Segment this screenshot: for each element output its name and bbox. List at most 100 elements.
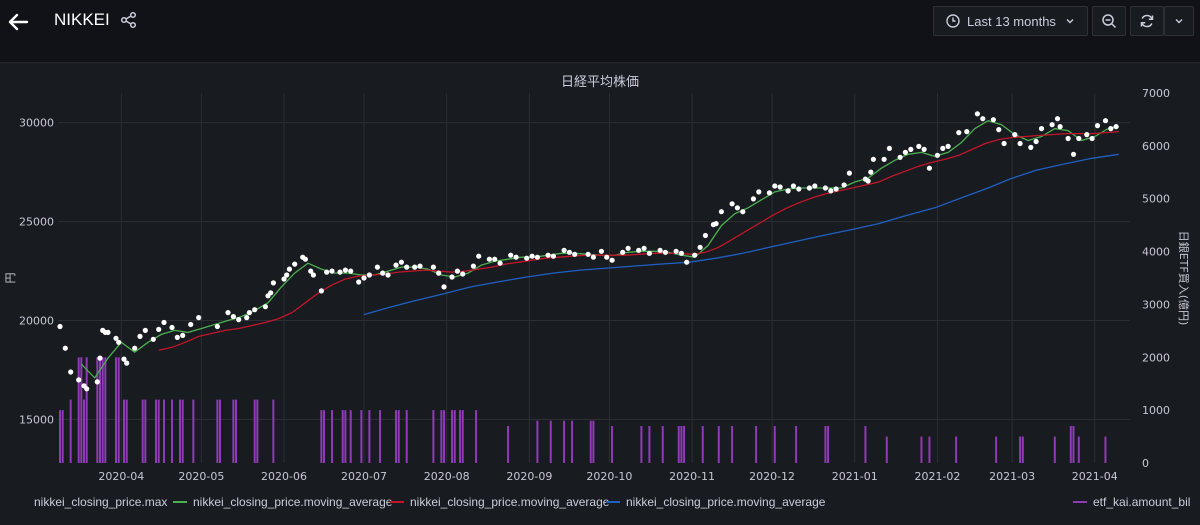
bar <box>549 420 552 463</box>
data-point <box>870 156 877 162</box>
bar <box>349 410 352 463</box>
legend-item-moving-average-green[interactable]: nikkei_closing_price.moving_average <box>173 495 392 509</box>
data-point <box>436 270 442 276</box>
data-point <box>692 252 698 258</box>
data-point <box>926 165 933 171</box>
data-point <box>996 127 1002 133</box>
data-point <box>113 335 119 341</box>
bar <box>773 426 776 463</box>
time-range-picker[interactable]: Last 13 months <box>933 6 1088 36</box>
data-point <box>188 321 194 328</box>
data-point <box>57 323 63 330</box>
data-point <box>524 255 530 261</box>
bar <box>461 410 464 463</box>
data-point <box>1084 132 1090 138</box>
data-point <box>865 178 871 184</box>
data-point <box>470 263 476 269</box>
data-point <box>678 250 685 256</box>
legend-item-etf-amount[interactable]: etf_kai.amount_bil <box>1073 495 1190 509</box>
bar <box>320 410 323 463</box>
data-point <box>1049 122 1055 128</box>
bar <box>928 436 931 463</box>
timeseries-chart[interactable]: 15000 20000 25000 30000 0 1000 2000 3000 4000 500… <box>0 63 1200 493</box>
data-point <box>833 186 839 192</box>
bar <box>341 410 344 463</box>
data-point <box>393 262 399 268</box>
chart-legend: nikkei_closing_price.max nikkei_closing_… <box>0 495 1200 515</box>
bar <box>571 420 574 463</box>
bar <box>61 410 64 463</box>
bar <box>219 399 222 463</box>
y2-tick-label: 4000 <box>1142 246 1170 259</box>
bar <box>995 436 998 463</box>
legend-item-closing-price-max[interactable]: nikkei_closing_price.max <box>34 495 167 509</box>
legend-item-moving-average-blue[interactable]: nikkei_closing_price.moving_average <box>606 495 825 509</box>
x-tick-label: 2020-07 <box>341 470 387 483</box>
data-point <box>585 251 591 257</box>
data-point <box>1076 135 1082 142</box>
data-point <box>174 334 180 340</box>
bar <box>827 426 830 463</box>
data-point <box>1070 151 1077 157</box>
zoom-out-button[interactable] <box>1092 6 1126 36</box>
bar <box>101 357 104 463</box>
data-point <box>990 117 997 123</box>
legend-item-moving-average-red[interactable]: nikkei_closing_price.moving_average <box>390 495 609 509</box>
bar <box>405 410 408 463</box>
data-point <box>356 279 362 285</box>
bar <box>163 399 166 463</box>
data-point <box>1102 118 1109 124</box>
refresh-interval-dropdown[interactable] <box>1164 6 1194 36</box>
back-button[interactable] <box>6 10 30 34</box>
bar <box>1021 436 1024 463</box>
refresh-button[interactable] <box>1130 6 1164 36</box>
data-point <box>342 267 348 273</box>
y2-tick-label: 7000 <box>1142 87 1170 100</box>
data-point <box>302 256 308 262</box>
data-point <box>214 323 220 330</box>
panel-title[interactable]: 日経平均株価 <box>560 75 639 90</box>
data-point <box>262 304 268 310</box>
data-point <box>308 268 314 274</box>
data-point <box>964 129 970 135</box>
bar <box>611 426 614 463</box>
y-tick-label: 20000 <box>19 315 54 328</box>
data-point <box>772 183 778 189</box>
data-point <box>366 272 372 278</box>
y2-tick-label: 5000 <box>1142 193 1170 206</box>
data-point <box>636 247 642 253</box>
y2-tick-label: 1000 <box>1142 404 1170 417</box>
data-point <box>310 272 316 278</box>
data-point <box>740 209 746 215</box>
y-tick-label: 15000 <box>19 413 54 426</box>
share-button[interactable] <box>120 11 138 29</box>
legend-swatch <box>606 501 620 503</box>
data-point <box>662 249 669 255</box>
data-point <box>132 345 138 351</box>
bar <box>144 399 147 463</box>
bar <box>648 426 651 463</box>
dashboard-header: NIKKEI Last 13 months <box>0 0 1200 44</box>
data-point <box>897 154 903 160</box>
data-point <box>1038 126 1045 132</box>
data-point <box>561 247 567 253</box>
bar <box>141 399 144 463</box>
data-point <box>734 205 741 211</box>
data-point <box>497 260 503 266</box>
x-tick-label: 2020-10 <box>586 470 632 483</box>
data-point <box>292 261 298 267</box>
data-point <box>1089 135 1095 142</box>
data-point <box>94 379 100 385</box>
bar <box>1019 436 1022 463</box>
data-point <box>116 339 122 345</box>
data-point <box>513 254 519 260</box>
dashboard-title: NIKKEI <box>54 10 110 29</box>
bar <box>123 399 126 463</box>
data-point <box>361 275 367 281</box>
data-point <box>84 386 90 392</box>
refresh-icon <box>1140 14 1154 28</box>
bar <box>885 436 888 463</box>
data-point <box>886 145 893 151</box>
data-point <box>729 201 735 207</box>
data-point <box>1012 132 1018 138</box>
